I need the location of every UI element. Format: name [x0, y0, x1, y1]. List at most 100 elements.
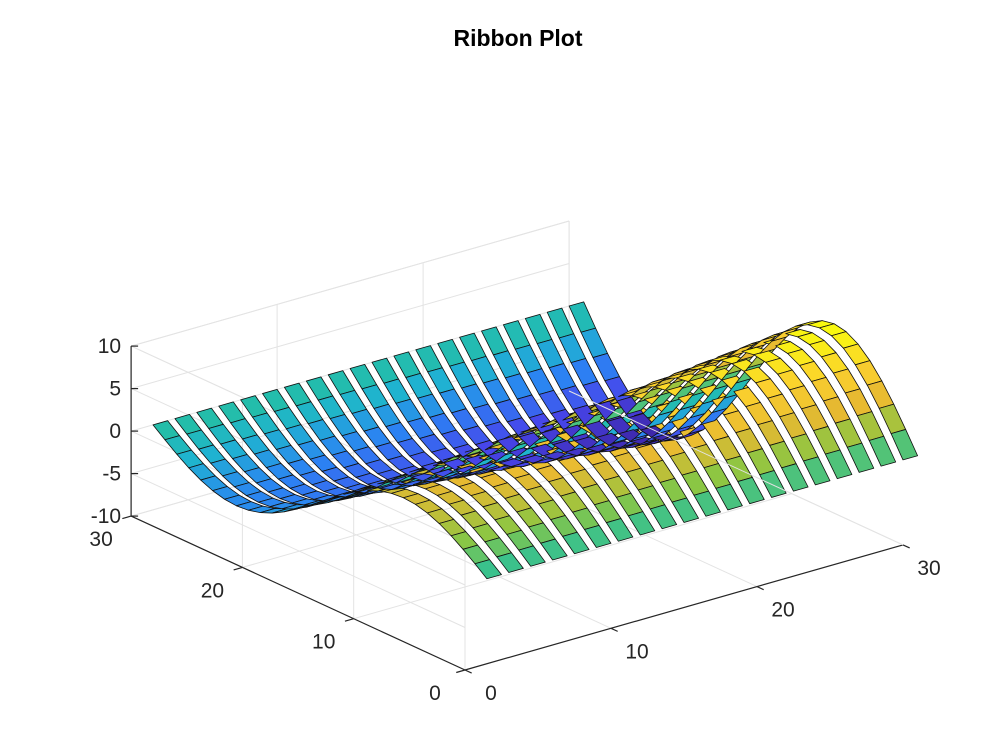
z-tick-label: -10	[91, 505, 121, 528]
ribbon-segment	[536, 339, 565, 369]
ribbon-segment	[349, 363, 378, 390]
ribbon-segment	[538, 389, 567, 414]
ribbon-segment	[833, 368, 861, 394]
ribbon-segment	[803, 456, 831, 486]
y-tick-label: 0	[429, 682, 441, 705]
x-tick-mark	[902, 544, 910, 549]
z-tick-label: 10	[98, 335, 121, 358]
ribbon-segment	[691, 443, 719, 469]
ribbon-segment	[558, 333, 587, 364]
ribbon-segment	[856, 411, 885, 441]
ribbon-segment	[811, 376, 839, 402]
ribbon-segment	[437, 338, 465, 367]
y-tick-label: 30	[89, 528, 112, 551]
ribbon-segment	[834, 418, 863, 448]
ribbon-segment	[305, 376, 334, 401]
ribbon-segment	[562, 531, 590, 555]
ribbon-segment	[540, 538, 568, 561]
ribbon-segment	[824, 449, 853, 480]
x-tick-label: 30	[917, 557, 940, 580]
ribbon-segment	[759, 470, 787, 498]
ribbon-segment	[415, 345, 443, 373]
ribbon-segment	[405, 372, 433, 399]
y-tick-label: 20	[201, 579, 224, 602]
ribbon-segment	[823, 396, 851, 424]
ribbon-segment	[737, 476, 765, 505]
ribbon-segment	[878, 403, 907, 435]
chart-title: Ribbon Plot	[453, 25, 582, 51]
ribbon-segment	[493, 350, 521, 379]
ribbon-segment	[580, 327, 608, 358]
ribbon-segment	[890, 429, 918, 461]
ribbon-segment	[393, 351, 421, 378]
ribbon-segment	[791, 433, 819, 462]
ribbon-segment	[844, 388, 873, 417]
ribbon-segment	[546, 307, 575, 339]
ribbon-segment	[361, 384, 389, 409]
ribbon-segment	[524, 313, 553, 345]
ribbon-segment	[459, 332, 487, 361]
ribbon-segment	[627, 511, 656, 536]
x-axis-line	[464, 544, 904, 671]
y-tick-label: 10	[312, 631, 335, 654]
ribbon-segment	[789, 385, 817, 410]
ribbon-segment	[605, 518, 634, 542]
x-tick-mark	[610, 627, 618, 632]
ribbon-segment	[584, 524, 612, 548]
ribbon-segment	[383, 378, 411, 404]
x-tick-label: 10	[625, 640, 648, 663]
floor-gridline-y	[353, 493, 792, 620]
backwall-gridline-z	[130, 263, 570, 390]
ribbon-segment	[427, 367, 455, 394]
ribbon-segment	[502, 320, 531, 350]
box-edge-floor-right	[568, 390, 904, 546]
ribbon-segment	[568, 301, 597, 333]
z-tick-label: 0	[109, 420, 121, 443]
ribbon-segment	[439, 388, 467, 414]
ribbon-segment	[735, 428, 763, 454]
ribbon-segment	[757, 420, 785, 446]
x-tick-label: 20	[771, 599, 794, 622]
backwall-gridline-z	[130, 390, 570, 517]
ribbon-surface	[152, 301, 918, 580]
x-tick-label: 0	[485, 682, 497, 705]
ribbon-segment	[514, 344, 543, 374]
z-tick-label: 5	[109, 378, 121, 401]
box-edge-top-back	[130, 220, 570, 347]
z-tick-label: -5	[102, 463, 121, 486]
ribbon-segment	[801, 404, 829, 432]
ribbon-segment	[866, 380, 895, 409]
ribbon-segment	[659, 477, 688, 503]
x-tick-mark	[756, 586, 764, 591]
ribbon-segment	[483, 378, 511, 405]
ribbon-segment	[747, 448, 775, 476]
ribbon-segment	[496, 552, 524, 573]
ribbon-segment	[868, 435, 897, 467]
ribbon-segment	[769, 440, 797, 469]
ribbon-segment	[548, 363, 577, 391]
ribbon-segment	[671, 497, 699, 523]
sidewall-gridline-z	[130, 473, 466, 628]
ribbon-segment	[526, 368, 555, 395]
ribbon-segment	[854, 360, 883, 386]
y-tick-mark	[122, 515, 132, 520]
ribbon-segment	[703, 463, 731, 489]
ribbon-segment	[449, 361, 477, 389]
ribbon-segment	[518, 545, 546, 567]
ribbon-segment	[713, 436, 741, 461]
ribbon-segment	[693, 490, 721, 517]
ribbon-segment	[474, 559, 502, 580]
ribbon-segment	[339, 389, 368, 414]
ribbon-segment	[779, 412, 807, 439]
axes-front-edges	[568, 390, 904, 546]
ribbon-segment	[604, 376, 632, 402]
ribbon-segment	[781, 463, 809, 492]
y-tick-mark	[344, 618, 354, 622]
ribbon-segment	[570, 358, 598, 386]
ribbon-segment	[371, 357, 399, 384]
ribbon-segment	[327, 370, 356, 395]
y-axis-line	[130, 515, 466, 671]
x-tick-mark	[464, 669, 472, 674]
